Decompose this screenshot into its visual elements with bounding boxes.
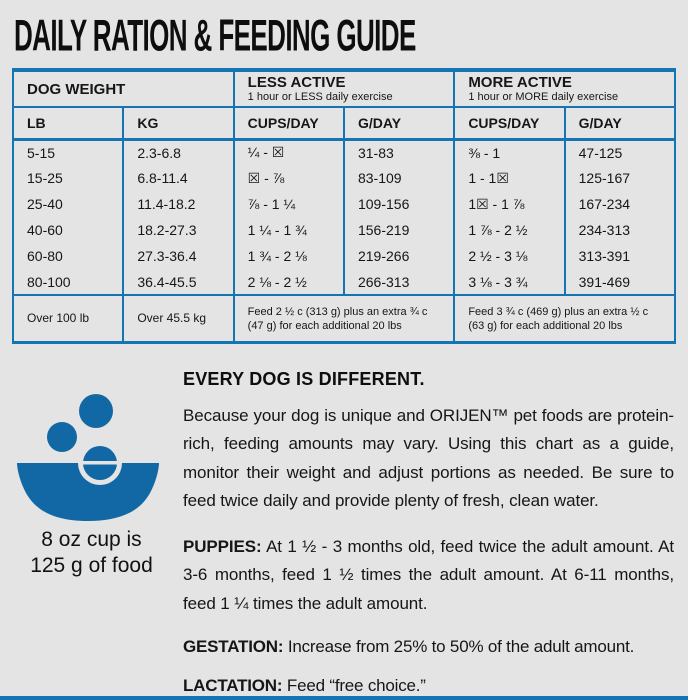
page-title: DAILY RATION & FEEDING GUIDE [14, 10, 416, 61]
lactation-text: Feed “free choice.” [282, 676, 426, 695]
table-row: 15-25 6.8-11.4 ☒ - ⅞ 83-109 1 - 1☒ 125-167 [13, 165, 675, 191]
table-cell: 80-100 [27, 273, 71, 290]
table-cell: 313-391 [563, 243, 675, 269]
info-body-paragraph: Because your dog is unique and ORIJEN™ p… [183, 405, 674, 511]
table-row: 25-40 11.4-18.2 ⅞ - 1 ¼ 109-156 1☒ - 1 ⅞ 167-… [13, 191, 675, 217]
feeding-table: DOG WEIGHT LESS ACTIVE 1 hour or LESS da… [12, 68, 676, 344]
feeding-table-wrap: DOG WEIGHT LESS ACTIVE 1 hour or LESS da… [12, 68, 676, 344]
table-cell: 2 ½ - 3 ⅛ [453, 243, 565, 269]
table-cell: 36.4-45.5 [122, 269, 234, 295]
table-cell: 40-60 [27, 222, 63, 238]
gestation-text: Increase from 25% to 50% of the adult am… [283, 637, 635, 656]
table-cell: 18.2-27.3 [122, 217, 234, 243]
puppies-label: PUPPIES: [183, 536, 262, 556]
table-cell: 234-313 [563, 217, 675, 243]
table-cell: ¼ - ☒ [232, 139, 344, 165]
column-header-lb: LB [13, 107, 124, 141]
food-bowl-icon [17, 393, 159, 521]
header-dog-weight: DOG WEIGHT [13, 70, 234, 108]
feeding-table-body: 5-15 2.3-6.8 ¼ - ☒ 31-83 ⅜ - 1 47-125 15-25 6.8… [13, 139, 675, 295]
cup-caption-line1: 8 oz cup is [41, 527, 142, 551]
puppies-paragraph: PUPPIES: At 1 ½ - 3 months old, feed twi… [183, 533, 674, 619]
table-row: 5-15 2.3-6.8 ¼ - ☒ 31-83 ⅜ - 1 47-125 [13, 139, 675, 165]
gestation-line: GESTATION: Increase from 25% to 50% of t… [183, 637, 674, 657]
column-header-cups-less: CUPS/DAY [232, 107, 344, 141]
table-cell: 11.4-18.2 [122, 191, 234, 217]
table-cell: ⅞ - 1 ¼ [232, 191, 344, 217]
table-cell: 1☒ - 1 ⅞ [453, 191, 565, 217]
cup-caption: 8 oz cup is 125 g of food [0, 527, 183, 579]
column-header-cups-more: CUPS/DAY [453, 107, 565, 141]
table-cell: 1 ¼ - 1 ¾ [232, 217, 344, 243]
header-columns-row: LB KG CUPS/DAY G/DAY CUPS/DAY G/DAY [13, 107, 675, 141]
table-cell: 27.3-36.4 [122, 243, 234, 269]
over-lb-cell: Over 100 lb [13, 294, 124, 342]
column-header-g-more: G/DAY [563, 107, 675, 141]
info-text-panel: EVERY DOG IS DIFFERENT. Because your dog… [183, 347, 688, 697]
table-cell: 25-40 [27, 196, 63, 212]
table-cell: 6.8-11.4 [122, 165, 234, 191]
lactation-label: LACTATION: [183, 676, 283, 695]
column-header-kg: KG [122, 107, 234, 141]
over-kg-cell: Over 45.5 kg [122, 294, 234, 342]
table-cell: 266-313 [342, 269, 455, 295]
over-less-active-note: Feed 2 ½ c (313 g) plus an extra ¾ c (47… [232, 294, 455, 342]
header-group-label: DOG WEIGHT [27, 80, 126, 98]
table-cell: 31-83 [342, 139, 455, 165]
table-cell: ☒ - ⅞ [232, 165, 344, 191]
lower-content: 8 oz cup is 125 g of food EVERY DOG IS D… [0, 347, 688, 697]
over-100lb-row: Over 100 lb Over 45.5 kg Feed 2 ½ c (313… [13, 294, 675, 342]
over-more-active-note: Feed 3 ¾ c (469 g) plus an extra ½ c (63… [453, 294, 675, 342]
table-cell: 1 ¾ - 2 ⅛ [232, 243, 344, 269]
table-cell: 83-109 [342, 165, 455, 191]
cup-info-panel: 8 oz cup is 125 g of food [0, 347, 183, 697]
table-row: 80-100 36.4-45.5 2 ⅛ - 2 ½ 266-313 3 ⅛ - 3 ¾… [13, 269, 675, 295]
table-cell: 109-156 [342, 191, 455, 217]
table-cell: 3 ⅛ - 3 ¾ [453, 269, 565, 295]
lactation-line: LACTATION: Feed “free choice.” [183, 676, 674, 696]
table-cell: ⅜ - 1 [453, 139, 565, 165]
header-less-active: LESS ACTIVE 1 hour or LESS daily exercis… [232, 70, 455, 108]
gestation-label: GESTATION: [183, 637, 284, 656]
table-cell: 60-80 [27, 248, 63, 264]
header-group-subtitle: 1 hour or LESS daily exercise [247, 91, 393, 103]
header-group-row: DOG WEIGHT LESS ACTIVE 1 hour or LESS da… [13, 70, 675, 108]
info-heading: EVERY DOG IS DIFFERENT. [183, 368, 425, 389]
table-cell: 167-234 [563, 191, 675, 217]
header-group-subtitle: 1 hour or MORE daily exercise [468, 91, 619, 103]
column-header-g-less: G/DAY [342, 107, 455, 141]
puppies-text: At 1 ½ - 3 months old, feed twice the ad… [183, 536, 674, 613]
table-cell: 1 - 1☒ [453, 165, 565, 191]
bottom-accent-bar [0, 696, 688, 700]
table-cell: 15-25 [27, 170, 63, 186]
cup-caption-line2: 125 g of food [30, 553, 153, 577]
table-cell: 1 ⅞ - 2 ½ [453, 217, 565, 243]
table-cell: 5-15 [27, 144, 56, 161]
table-cell: 156-219 [342, 217, 455, 243]
header-group-label: LESS ACTIVE [247, 74, 346, 91]
header-group-label: MORE ACTIVE [468, 74, 572, 91]
table-cell: 391-469 [563, 269, 675, 295]
table-cell: 125-167 [563, 165, 675, 191]
table-cell: 47-125 [563, 139, 675, 165]
table-cell: 219-266 [342, 243, 455, 269]
table-cell: 2.3-6.8 [122, 139, 234, 165]
header-more-active: MORE ACTIVE 1 hour or MORE daily exercis… [453, 70, 675, 108]
table-cell: 2 ⅛ - 2 ½ [232, 269, 344, 295]
